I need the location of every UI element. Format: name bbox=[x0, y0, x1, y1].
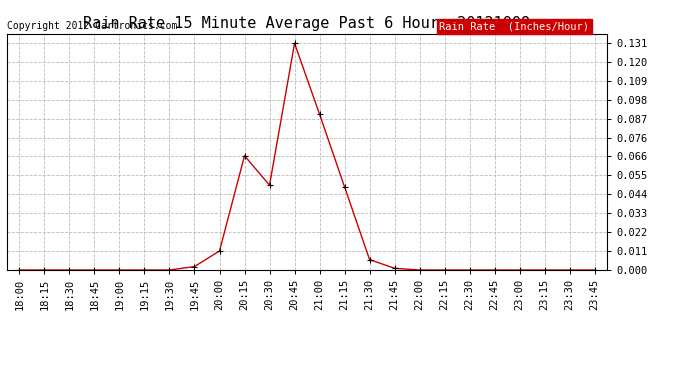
Text: Rain Rate  (Inches/Hour): Rain Rate (Inches/Hour) bbox=[439, 21, 589, 32]
Text: Copyright 2012 Cartronics.com: Copyright 2012 Cartronics.com bbox=[7, 21, 177, 32]
Title: Rain Rate 15 Minute Average Past 6 Hours 20121009: Rain Rate 15 Minute Average Past 6 Hours… bbox=[83, 16, 531, 31]
